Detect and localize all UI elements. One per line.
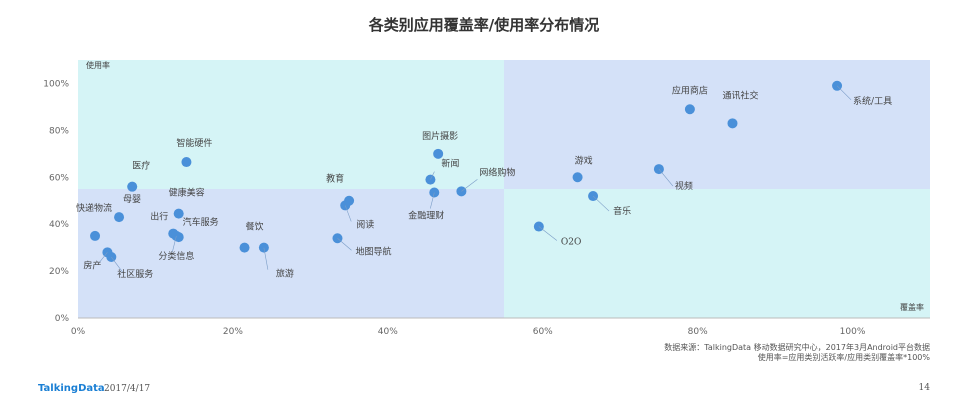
x-axis-title: 覆盖率 (900, 302, 924, 312)
y-tick-label: 100% (43, 79, 69, 89)
data-point-label: 金融理财 (408, 210, 444, 222)
data-point-label: 视频 (675, 180, 693, 192)
label-leader-line (344, 205, 352, 222)
data-point (572, 172, 583, 183)
quadrant-top-right (504, 60, 930, 189)
label-leader-line (658, 168, 674, 187)
x-tick-label: 100% (840, 327, 866, 337)
data-point-label: 汽车服务 (183, 216, 219, 228)
label-leader-line (592, 195, 610, 212)
footer-date: 2017/4/17 (104, 384, 151, 394)
data-point-label: O2O (561, 238, 581, 248)
x-tick-label: 80% (688, 327, 708, 337)
quadrant-top-left (78, 60, 504, 189)
data-point-label: 分类信息 (158, 250, 194, 262)
data-point-label: 网络购物 (479, 166, 515, 178)
data-point-label: 健康美容 (169, 187, 205, 199)
y-tick-label: 20% (49, 267, 69, 277)
data-point (90, 230, 101, 241)
quadrant-bottom-left (78, 189, 504, 318)
label-leader-line (461, 179, 478, 192)
data-point-label: 出行 (150, 211, 168, 223)
data-point-label: 阅读 (356, 218, 374, 230)
data-point-label: 旅游 (276, 268, 294, 280)
data-point-label: 医疗 (132, 160, 150, 172)
data-point (727, 118, 738, 129)
quadrant-bottom-right (504, 189, 930, 318)
data-point-label: 通讯社交 (722, 89, 758, 101)
page-number: 14 (918, 383, 930, 393)
source-line-1: 数据来源：TalkingData 移动数据研究中心，2017年3月Android… (664, 343, 930, 352)
data-point (173, 208, 184, 219)
brand-logo: TalkingData (38, 383, 105, 394)
data-point-label: 母婴 (123, 194, 141, 205)
data-point-label: 系统/工具 (853, 95, 892, 107)
data-point-label: 餐饮 (246, 221, 264, 233)
data-point-label: 图片摄影 (422, 130, 458, 142)
data-point (181, 157, 192, 168)
axes: 0% 20% 40% 60% 80% 100% 0% 20% 40% 60% 80% 100% 使用率覆… (43, 60, 930, 337)
data-point-label: 音乐 (613, 205, 631, 217)
data-point (114, 212, 125, 223)
source-line-2: 使用率=应用类别活跃率/应用类别覆盖率*100% (757, 353, 930, 362)
x-tick-label: 20% (223, 327, 243, 337)
label-leader-line (99, 252, 108, 263)
data-point (127, 181, 138, 192)
y-tick-label: 0% (55, 314, 70, 324)
chart-title: 各类别应用覆盖率/使用率分布情况 (368, 16, 600, 34)
data-point-label: 应用商店 (672, 84, 708, 96)
data-point-label: 社区服务 (117, 268, 153, 280)
data-point-label: 房产 (83, 259, 101, 271)
label-leader-line (337, 238, 352, 251)
x-tick-label: 40% (378, 327, 398, 337)
data-point (433, 148, 444, 159)
data-source-note: 数据来源：TalkingData 移动数据研究中心，2017年3月Android… (664, 343, 930, 363)
data-point-label: 地图导航 (355, 245, 391, 257)
data-point (684, 104, 695, 115)
label-leader-line (836, 85, 852, 101)
x-tick-label: 60% (533, 327, 553, 337)
quadrant-backgrounds (78, 60, 930, 318)
label-leader-line (538, 226, 558, 241)
data-point-label: 游戏 (575, 154, 593, 166)
label-leader-line (429, 192, 435, 209)
label-leader-line (172, 235, 177, 252)
data-point-label: 快递物流 (76, 202, 112, 214)
data-point-label: 新闻 (441, 158, 459, 170)
y-tick-label: 40% (49, 220, 69, 230)
y-tick-label: 80% (49, 126, 69, 136)
x-tick-label: 0% (71, 327, 86, 337)
y-tick-label: 60% (49, 173, 69, 183)
data-point-label: 教育 (326, 173, 344, 185)
data-point-label: 智能硬件 (176, 137, 212, 149)
label-leader-line (430, 171, 435, 180)
label-leader-line (263, 247, 269, 270)
label-leader-line (111, 256, 124, 274)
data-point (239, 242, 250, 253)
y-axis-title: 使用率 (86, 60, 110, 70)
